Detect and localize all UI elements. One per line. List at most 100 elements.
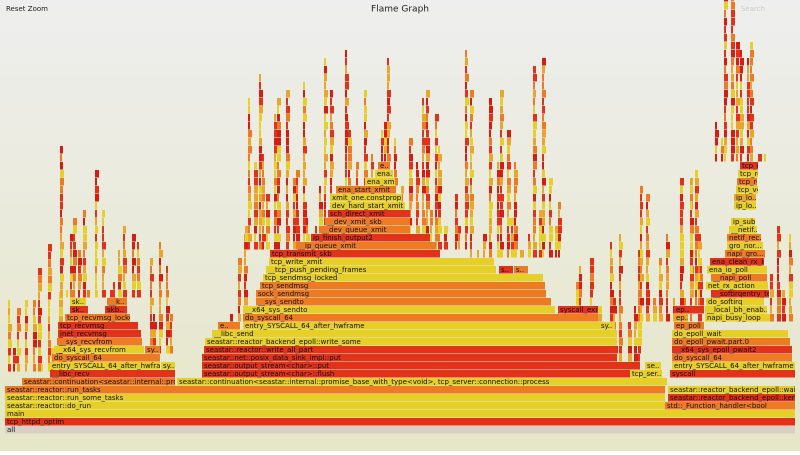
reset-zoom[interactable]: Reset Zoom [6, 5, 48, 13]
frame-rect[interactable] [711, 274, 767, 282]
frame-rect[interactable] [52, 354, 160, 362]
frame-rect[interactable] [365, 178, 395, 186]
frame-rect[interactable] [5, 410, 795, 418]
frame[interactable]: sock_sendmsg [256, 290, 546, 298]
frame[interactable]: ep.. [674, 314, 689, 322]
frame[interactable]: xmit_one.constprop... [330, 194, 408, 202]
frame[interactable]: seastar::reactor_backend_epoll::kerne.. [668, 394, 800, 402]
frame[interactable]: __k.. [107, 298, 127, 306]
frame[interactable]: tcp_rcv... [737, 178, 770, 186]
frame-rect[interactable] [5, 402, 665, 410]
frame[interactable]: se.. [645, 362, 661, 370]
frame[interactable]: inet_recvmsg [58, 330, 141, 338]
frame-rect[interactable] [212, 330, 617, 338]
frame-rect[interactable] [665, 402, 795, 410]
frame-rect[interactable] [218, 322, 240, 330]
frame[interactable]: ip_lo... [734, 202, 759, 210]
frame[interactable]: seastar::reactor::do_run [5, 402, 665, 410]
frame-rect[interactable] [674, 306, 704, 314]
frame[interactable]: __dev_queue_xmit [320, 226, 410, 234]
frame[interactable]: ena_io_poll [707, 266, 767, 274]
frame[interactable]: do_syscall_64 [243, 314, 598, 322]
frame[interactable]: napi_gro... [725, 250, 765, 258]
frame-rect[interactable] [672, 330, 788, 338]
frame-rect[interactable] [499, 266, 513, 274]
frame-rect[interactable] [706, 298, 764, 306]
frame-rect[interactable] [107, 298, 127, 306]
frame-rect[interactable] [320, 226, 410, 234]
frame[interactable]: ena_xm.. [365, 178, 399, 186]
frame[interactable]: tcp_sendmsg [260, 282, 545, 290]
frame-rect[interactable] [5, 418, 795, 426]
frame-rect[interactable] [328, 210, 410, 218]
frame-rect[interactable] [263, 274, 543, 282]
frame[interactable]: tcp_sendmsg_locked [263, 274, 543, 282]
frame-rect[interactable] [705, 314, 770, 322]
frame-rect[interactable] [5, 386, 665, 394]
frame[interactable]: seastar::continuation<seastar::internal:… [177, 378, 667, 386]
frame[interactable]: napi_busy_loop [705, 314, 770, 322]
frame[interactable]: netif_rec... [727, 234, 766, 242]
frame-rect[interactable] [738, 170, 758, 178]
frame[interactable]: std::_Function_handler<bool [665, 402, 795, 410]
frame-rect[interactable] [325, 218, 410, 226]
frame[interactable]: __netif... [729, 226, 760, 234]
search[interactable]: Search [741, 5, 765, 13]
frame[interactable]: sy.. [145, 346, 160, 354]
frame[interactable]: __x64_sys_sendto [243, 306, 555, 314]
frame-rect[interactable] [630, 370, 662, 378]
frame-rect[interactable] [202, 362, 640, 370]
frame-rect[interactable] [204, 346, 618, 354]
frame-rect[interactable] [737, 178, 757, 186]
frame[interactable]: ena_clean_rx_irq [710, 258, 770, 266]
frame[interactable]: __napi_poll [711, 274, 767, 282]
frame-rect[interactable] [731, 218, 755, 226]
frame[interactable]: do_epoll_wait [672, 330, 788, 338]
frame[interactable]: sy.. [161, 362, 175, 370]
frame[interactable]: seastar::reactor_backend_epoll::wait... [668, 386, 800, 394]
frame-rect[interactable] [514, 266, 528, 274]
frame-rect[interactable] [727, 234, 761, 242]
frame-rect[interactable] [5, 394, 665, 402]
frame[interactable]: __sys_recvfrom [57, 338, 142, 346]
frame-rect[interactable] [243, 322, 599, 330]
frame[interactable]: syscall [670, 370, 795, 378]
frame-rect[interactable] [727, 242, 763, 250]
frame-rect[interactable] [269, 258, 494, 266]
frame[interactable]: seastar::reactor::run_some_tasks [5, 394, 665, 402]
frame-rect[interactable] [599, 322, 615, 330]
frame-rect[interactable] [706, 282, 768, 290]
frame-rect[interactable] [668, 394, 795, 402]
frame-rect[interactable] [672, 346, 792, 354]
frame-rect[interactable] [70, 298, 86, 306]
frame[interactable]: tcp_ser.. [630, 370, 662, 378]
frame[interactable]: net_rx_action [706, 282, 768, 290]
frame[interactable]: entry_SYSCALL_64_after_hwframe [50, 362, 172, 370]
frame-rect[interactable] [105, 306, 127, 314]
frame-rect[interactable] [725, 250, 765, 258]
frame-rect[interactable] [65, 314, 130, 322]
frame[interactable]: do_syscall_64 [672, 354, 792, 362]
frame[interactable]: sy.. [599, 322, 615, 330]
frame[interactable]: sch_direct_xmit [328, 210, 410, 218]
frame[interactable]: tcp_httpd_optim [5, 418, 795, 426]
frame[interactable]: ip_finish_output2 [311, 234, 426, 242]
frame[interactable]: sk.. [70, 306, 88, 314]
frame[interactable]: __softirqentry_te... [711, 290, 778, 298]
frame-rect[interactable] [161, 362, 175, 370]
frame-rect[interactable] [668, 386, 795, 394]
frame[interactable]: dev_hard_start_xmit [330, 202, 405, 210]
frame[interactable]: e.. [378, 162, 390, 170]
frame[interactable]: s.. [514, 266, 528, 274]
frame-rect[interactable] [330, 202, 405, 210]
frame[interactable]: tcp_recvmsg [58, 322, 138, 330]
frame-rect[interactable] [270, 250, 440, 258]
frame-rect[interactable] [243, 314, 598, 322]
frame[interactable]: __sys_sendto [256, 298, 551, 306]
frame-rect[interactable] [50, 362, 160, 370]
frame[interactable]: __x64_sys_recvfrom [54, 346, 144, 354]
frame-rect[interactable] [256, 298, 551, 306]
frame[interactable]: __libc_recv [50, 370, 175, 378]
frame[interactable]: ip_sub... [731, 218, 762, 226]
frame[interactable]: all [5, 426, 795, 434]
